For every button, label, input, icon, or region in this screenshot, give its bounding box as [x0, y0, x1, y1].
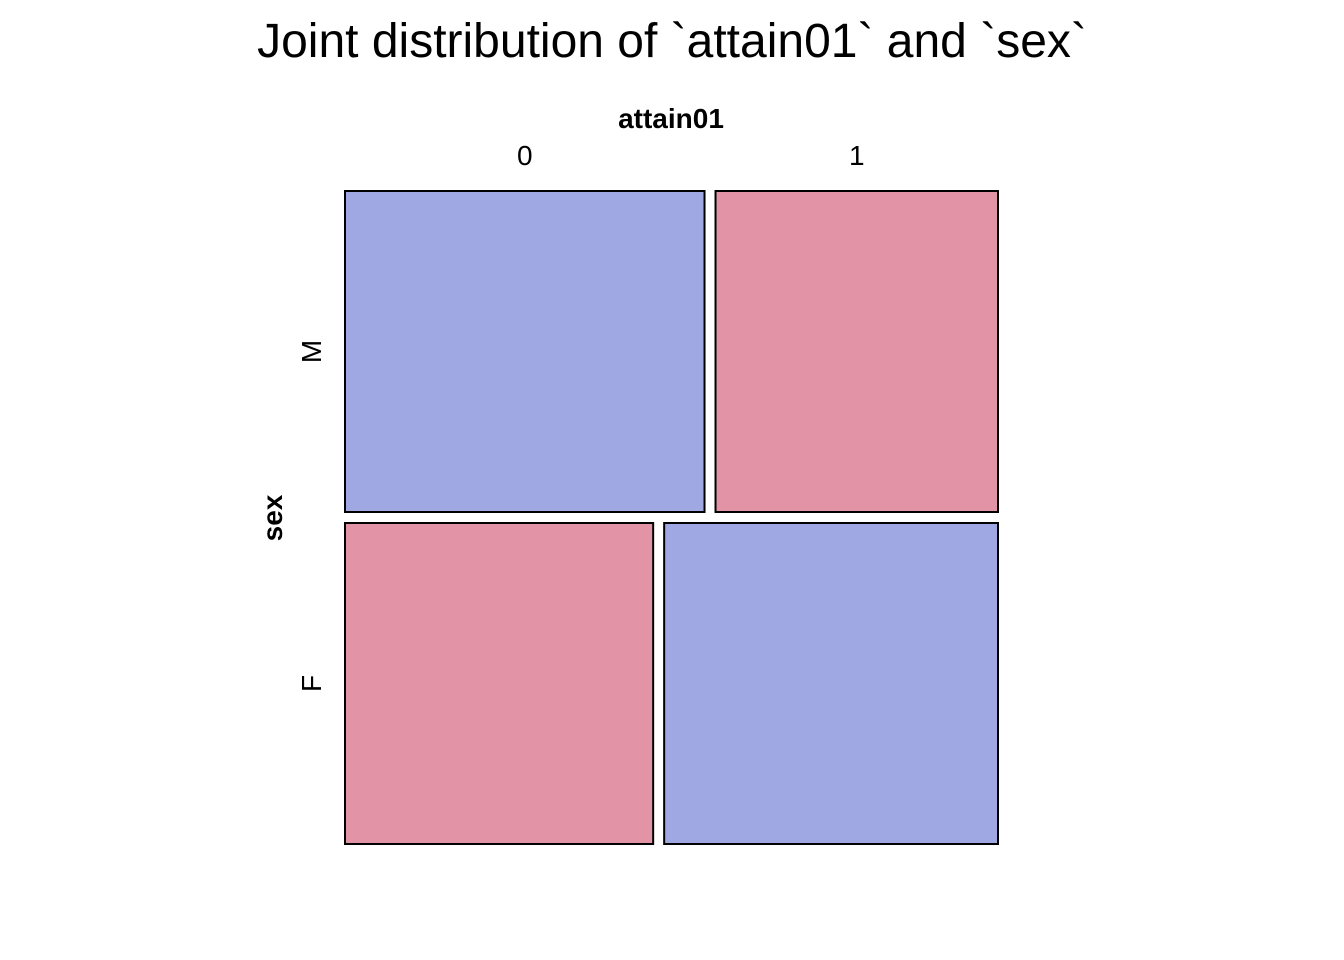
mosaic-tiles: [344, 190, 1000, 845]
tile-sex-M-attain01-0: [344, 190, 706, 513]
x-tick-label-0: 0: [517, 140, 533, 171]
tile-sex-F-attain01-0: [344, 522, 655, 845]
y-tick-label-F: F: [296, 675, 327, 692]
chart-title: Joint distribution of `attain01` and `se…: [257, 15, 1087, 68]
x-tick-label-1: 1: [849, 140, 865, 171]
tile-sex-F-attain01-1: [663, 522, 999, 845]
y-axis-title: sex: [257, 494, 288, 541]
y-tick-label-M: M: [296, 340, 327, 363]
tile-sex-M-attain01-1: [714, 190, 1000, 513]
x-axis-title: attain01: [618, 103, 724, 134]
tick-labels: M F 0 1: [296, 140, 865, 692]
